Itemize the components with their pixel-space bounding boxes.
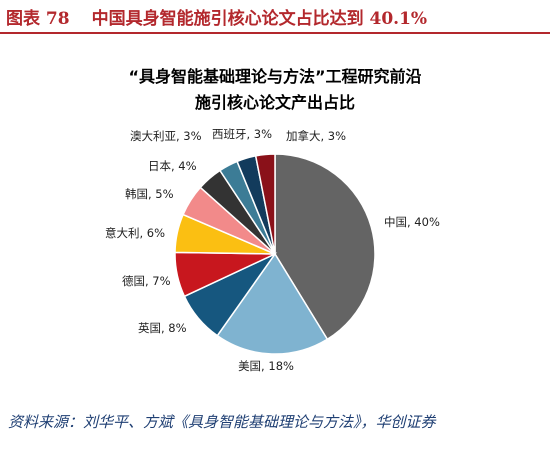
source-note: 资料来源：刘华平、方斌《具身智能基础理论与方法》，华创证券 xyxy=(8,413,436,431)
figure-header: 图表 78 中国具身智能施引核心论文占比达到 40.1% xyxy=(0,0,550,34)
figure-number: 图表 78 xyxy=(6,8,70,29)
pie-slices xyxy=(174,153,376,355)
chart-title-line-2: 施引核心论文产出占比 xyxy=(194,93,355,112)
pie-label-10: 加拿大, 3% xyxy=(286,129,346,143)
pie-label-7: 日本, 4% xyxy=(148,159,197,173)
pie-label-1: 中国, 40% xyxy=(384,215,440,229)
figure-title: 中国具身智能施引核心论文占比达到 40.1% xyxy=(91,8,428,29)
pie-label-4: 德国, 7% xyxy=(122,274,171,288)
pie-label-5: 意大利, 6% xyxy=(105,226,165,240)
pie-label-8: 澳大利亚, 3% xyxy=(130,129,202,143)
pie-slice-2 xyxy=(216,252,329,355)
pie-label-6: 韩国, 5% xyxy=(125,187,174,201)
pie-slice-10 xyxy=(254,153,276,255)
pie-slice-1 xyxy=(274,153,376,341)
pie-label-3: 英国, 8% xyxy=(138,321,187,335)
pie-label-9: 西班牙, 3% xyxy=(212,127,272,141)
pie-label-2: 美国, 18% xyxy=(238,359,294,373)
chart-title-line-1: “具身智能基础理论与方法”工程研究前沿 xyxy=(128,67,422,86)
pie-labels: 中国, 40% 美国, 18% 英国, 8% 德国, 7% 意大利, 6% 韩国, 5% 日… xyxy=(105,127,440,373)
